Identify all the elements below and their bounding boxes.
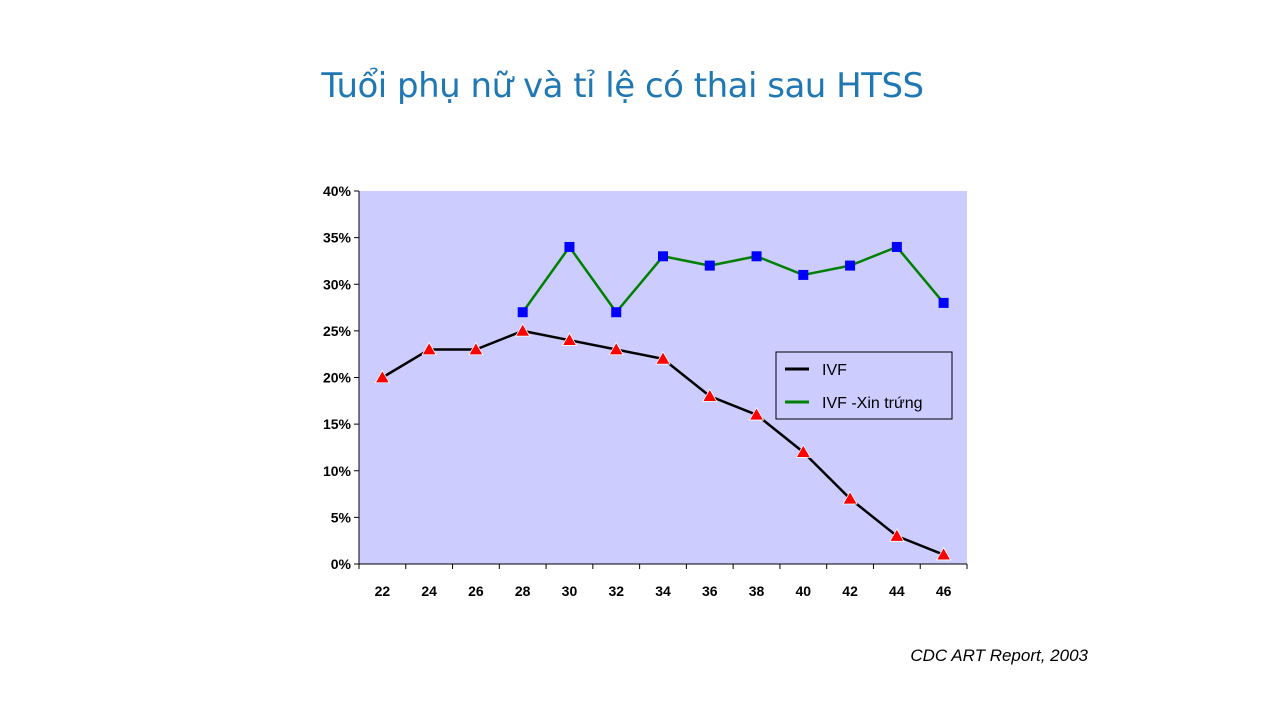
- x-tick-label: 34: [655, 583, 671, 599]
- data-point: [702, 388, 718, 402]
- x-tick-label: 32: [608, 583, 624, 599]
- x-tick-label: 42: [842, 583, 858, 599]
- legend-label: IVF: [822, 362, 847, 379]
- x-tick-label: 44: [889, 583, 905, 599]
- x-tick-label: 36: [702, 583, 718, 599]
- data-point: [845, 260, 856, 271]
- data-point: [798, 269, 809, 280]
- data-point: [515, 323, 531, 337]
- x-tick-label: 40: [796, 583, 812, 599]
- data-point: [655, 351, 671, 365]
- data-point: [561, 332, 578, 346]
- x-tick-label: 28: [515, 583, 531, 599]
- data-point: [658, 251, 668, 262]
- data-point: [891, 241, 902, 252]
- y-tick-label: 0%: [331, 556, 352, 572]
- data-point: [795, 444, 811, 458]
- data-point: [935, 546, 952, 561]
- y-axis-ticks: 0% 5% 10% 15% 20% 25% 30% 35% 40%: [323, 183, 359, 572]
- y-tick-label: 40%: [323, 183, 352, 199]
- data-point: [748, 406, 765, 421]
- data-point: [842, 490, 858, 505]
- series-layer: [374, 241, 952, 561]
- series-line: [521, 245, 945, 314]
- x-axis-ticks: 22 24 26 28 30 32 34 36 38 40 42 44 46: [358, 564, 968, 599]
- y-tick-label: 20%: [323, 370, 352, 386]
- data-point: [889, 528, 905, 542]
- y-tick-label: 10%: [323, 463, 352, 479]
- data-point: [374, 369, 391, 384]
- y-tick-label: 30%: [323, 276, 352, 292]
- data-point: [751, 251, 762, 262]
- x-tick-label: 46: [936, 583, 952, 599]
- x-tick-label: 24: [421, 583, 437, 599]
- data-point: [611, 307, 622, 318]
- legend-box: [775, 351, 953, 420]
- data-point: [468, 341, 484, 356]
- data-point: [421, 341, 437, 356]
- series-1: [374, 323, 952, 561]
- x-tick-label: 26: [468, 583, 484, 599]
- data-point: [564, 241, 575, 252]
- x-tick-label: 30: [562, 583, 578, 599]
- x-tick-label: 38: [749, 583, 765, 599]
- source-citation: CDC ART Report, 2003: [910, 646, 1088, 665]
- slide-title: Tuổi phụ nữ và tỉ lệ có thai sau HTSS: [321, 66, 924, 106]
- series-2: [517, 241, 949, 318]
- data-point: [517, 307, 528, 318]
- legend: IVF IVF -Xin trứng: [775, 351, 953, 420]
- y-tick-label: 25%: [323, 323, 352, 339]
- y-tick-label: 15%: [323, 416, 352, 432]
- data-point: [608, 341, 624, 356]
- y-tick-label: 5%: [331, 509, 352, 525]
- x-tick-label: 22: [375, 583, 391, 599]
- data-point: [938, 297, 949, 308]
- legend-label: IVF -Xin trứng: [822, 395, 923, 412]
- data-point: [704, 260, 715, 271]
- y-tick-label: 35%: [323, 230, 352, 246]
